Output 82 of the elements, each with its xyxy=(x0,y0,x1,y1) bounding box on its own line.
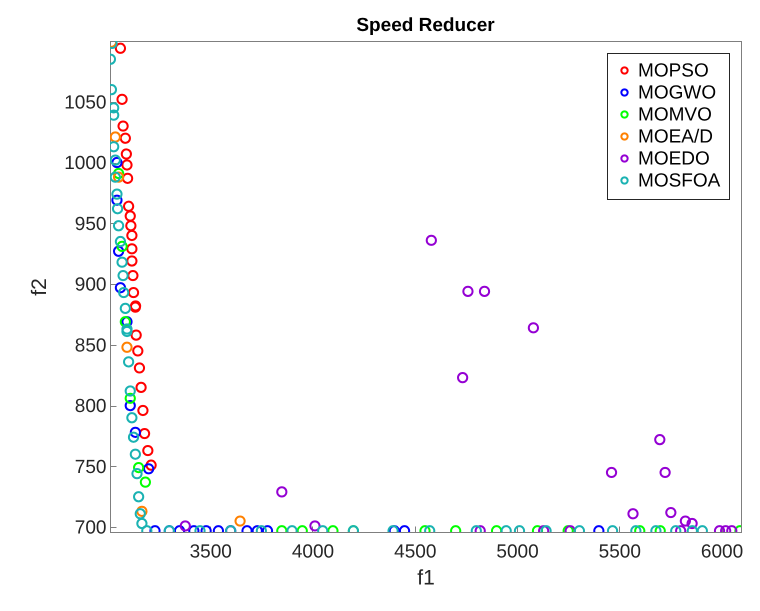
chart-title: Speed Reducer xyxy=(356,15,496,36)
point xyxy=(528,322,540,334)
point xyxy=(654,434,666,446)
point xyxy=(112,203,124,214)
point xyxy=(124,385,136,397)
point xyxy=(110,131,121,143)
point xyxy=(116,256,128,268)
point xyxy=(121,159,133,171)
x-tick-label: 5000 xyxy=(496,542,539,562)
legend-label: MOEA/D xyxy=(638,126,713,148)
point xyxy=(118,286,130,298)
point xyxy=(110,172,121,183)
point xyxy=(138,428,150,440)
point xyxy=(112,168,124,180)
y-tick-label: 800 xyxy=(74,396,106,418)
legend-label: MOSFOA xyxy=(638,170,721,192)
point xyxy=(143,463,154,474)
point xyxy=(128,432,140,443)
point xyxy=(126,230,138,242)
point xyxy=(124,400,136,412)
point xyxy=(134,362,146,374)
point xyxy=(133,462,144,474)
point xyxy=(130,426,141,438)
point xyxy=(132,345,144,357)
point xyxy=(462,286,474,297)
point xyxy=(121,326,133,338)
x-tick-label: 3500 xyxy=(190,542,232,562)
point xyxy=(114,282,126,294)
point xyxy=(126,243,138,254)
point xyxy=(122,172,134,184)
point xyxy=(123,356,134,368)
point xyxy=(124,392,136,404)
point xyxy=(112,220,124,232)
point xyxy=(130,330,142,341)
x-tick-label: 4500 xyxy=(394,542,436,562)
point xyxy=(124,210,136,222)
x-tick-label: 6000 xyxy=(700,542,744,562)
point xyxy=(112,172,124,183)
legend-label: MOPSO xyxy=(638,60,709,82)
point xyxy=(112,246,124,257)
y-tick-label: 700 xyxy=(74,518,106,539)
point xyxy=(120,302,131,314)
point xyxy=(135,382,147,393)
y-tick-label: 900 xyxy=(74,274,106,296)
point xyxy=(123,200,134,212)
x-tick-label: 5500 xyxy=(598,542,641,562)
point xyxy=(110,154,121,166)
y-tick-label: 750 xyxy=(74,456,106,478)
point xyxy=(120,132,131,144)
point xyxy=(114,42,126,54)
point xyxy=(111,194,123,206)
point xyxy=(120,148,132,160)
point xyxy=(111,156,123,168)
y-tick-label: 850 xyxy=(74,335,106,356)
point xyxy=(130,448,141,460)
point xyxy=(117,270,129,282)
point xyxy=(137,404,149,416)
point xyxy=(142,444,154,456)
point xyxy=(457,372,468,384)
x-tick-label: 4000 xyxy=(292,542,334,562)
y-axis-title: f2 xyxy=(28,278,52,296)
legend-label: MOEDO xyxy=(638,148,710,170)
point xyxy=(478,286,490,297)
y-tick-label: 1050 xyxy=(64,92,106,114)
point xyxy=(121,323,133,335)
point xyxy=(116,94,128,105)
y-tick-label: 1000 xyxy=(64,153,106,174)
point xyxy=(126,255,138,267)
point xyxy=(116,240,128,252)
point xyxy=(426,234,437,246)
legend-label: MOGWO xyxy=(638,82,716,104)
point xyxy=(126,412,138,424)
point xyxy=(127,270,139,282)
x-axis-title: f1 xyxy=(417,566,435,590)
point xyxy=(128,286,140,298)
point xyxy=(114,236,126,248)
point xyxy=(121,342,133,353)
legend-label: MOMVO xyxy=(638,104,712,126)
y-tick-label: 950 xyxy=(74,214,106,235)
point xyxy=(111,188,123,200)
point xyxy=(117,120,129,132)
point xyxy=(125,220,136,232)
